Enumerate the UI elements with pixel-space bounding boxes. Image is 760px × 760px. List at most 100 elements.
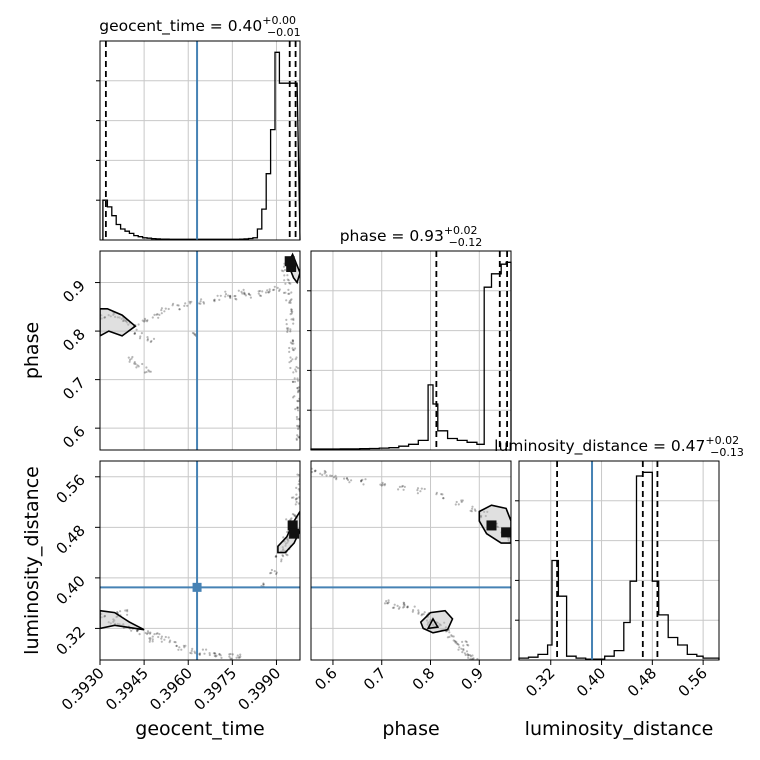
sample-point	[416, 492, 419, 495]
sample-point	[160, 309, 163, 312]
sample-point	[429, 618, 432, 621]
sample-point	[175, 644, 178, 648]
sample-point	[177, 304, 180, 307]
sample-point	[292, 322, 295, 325]
sample-point	[290, 298, 293, 301]
sample-point	[281, 549, 284, 552]
sample-point	[291, 310, 294, 313]
sample-point	[191, 331, 194, 335]
sample-point	[141, 319, 144, 322]
sample-point	[379, 483, 382, 486]
sample-point	[330, 474, 333, 477]
sample-point	[243, 293, 246, 296]
sample-point	[148, 370, 151, 373]
sample-point	[112, 618, 115, 621]
sample-point	[143, 371, 146, 374]
sample-point	[436, 621, 439, 624]
sample-point	[295, 500, 298, 504]
sample-point	[198, 302, 201, 305]
x-tick-label: 0.9	[458, 664, 488, 694]
sample-point	[157, 316, 160, 319]
x-tick-label: 0.56	[675, 664, 711, 700]
sample-point	[257, 292, 260, 295]
sample-point	[133, 332, 136, 335]
sample-point	[386, 602, 389, 605]
sample-point	[451, 635, 454, 638]
sample-point	[291, 513, 294, 516]
sample-point	[297, 474, 300, 477]
sample-point	[281, 546, 284, 549]
sample-point	[134, 362, 137, 366]
sample-point	[470, 510, 473, 513]
sample-point	[295, 486, 298, 489]
sample-point	[116, 622, 119, 626]
sample-point	[247, 292, 250, 295]
sample-point	[469, 654, 472, 657]
sample-point	[128, 358, 132, 361]
sample-point	[198, 652, 201, 656]
sample-point	[442, 497, 445, 500]
sample-point	[215, 654, 218, 657]
sample-point	[471, 507, 474, 510]
sample-point	[383, 602, 387, 605]
sample-point	[241, 292, 244, 295]
panel-geocent_time-vs-luminosity_distance	[100, 461, 305, 660]
sample-point	[507, 537, 510, 540]
sample-point	[471, 654, 474, 657]
sample-point	[296, 391, 300, 394]
sample-point	[160, 635, 163, 638]
sample-point	[146, 632, 149, 636]
sample-point	[467, 656, 470, 660]
sample-point	[455, 640, 458, 643]
sample-point	[283, 279, 286, 282]
sample-point	[335, 478, 338, 481]
sample-point	[122, 623, 125, 626]
sample-point	[460, 499, 463, 502]
sample-point	[345, 477, 349, 480]
sample-point	[403, 605, 406, 608]
sample-point	[297, 488, 300, 491]
sample-point	[427, 621, 430, 624]
sample-point	[467, 653, 470, 657]
sample-point	[425, 619, 429, 622]
sample-point	[282, 265, 286, 268]
sample-point	[278, 289, 281, 292]
sample-point	[167, 636, 170, 639]
sample-point	[435, 493, 438, 496]
sample-point	[295, 493, 298, 496]
sample-point	[137, 323, 140, 326]
sample-point	[297, 389, 300, 392]
sample-point	[283, 540, 286, 543]
sample-point	[126, 613, 129, 616]
x-tick-label: 0.3990	[234, 664, 284, 714]
sample-point	[224, 295, 227, 298]
sample-point	[360, 480, 363, 483]
sample-point	[303, 473, 305, 475]
sample-point	[296, 473, 299, 476]
sample-point	[295, 370, 298, 373]
sample-point	[423, 611, 426, 614]
sample-point	[466, 654, 470, 657]
sample-point	[145, 320, 149, 323]
sample-point	[287, 279, 290, 282]
sample-point	[290, 312, 293, 315]
sample-point	[454, 503, 457, 506]
sample-point	[135, 328, 138, 331]
sample-point	[160, 640, 163, 643]
sample-point	[457, 643, 460, 646]
y-tick-label: 0.40	[52, 572, 88, 608]
sample-point	[448, 631, 451, 634]
sample-point	[285, 299, 288, 302]
sample-point	[294, 408, 297, 411]
sample-point	[471, 657, 474, 660]
sample-point	[160, 307, 163, 310]
sample-point	[114, 315, 117, 318]
contour-level	[100, 609, 145, 631]
sample-point	[350, 479, 353, 482]
sample-point	[480, 516, 483, 519]
sample-point	[113, 619, 116, 622]
sample-point	[289, 301, 292, 304]
sample-point	[284, 542, 287, 545]
sample-point	[290, 291, 293, 294]
sample-point	[406, 605, 409, 608]
